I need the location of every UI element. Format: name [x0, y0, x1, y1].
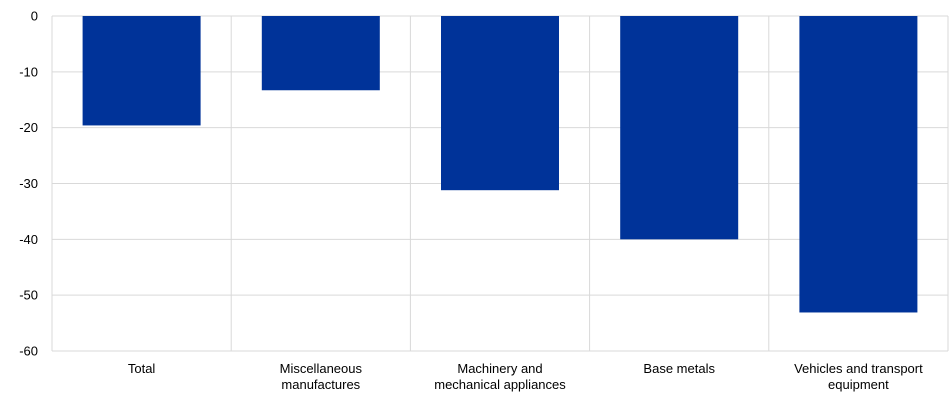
x-tick-label: Vehicles and transport equipment [794, 361, 923, 392]
x-tick-label: Total [128, 361, 156, 376]
bar [799, 16, 918, 313]
y-tick-label: -50 [19, 288, 38, 303]
grid-lines [51, 15, 949, 352]
bars [82, 16, 918, 313]
y-tick-label: 0 [31, 9, 38, 24]
bar [82, 16, 201, 126]
x-tick-label: Miscellaneous manufactures [280, 361, 363, 392]
bar [441, 16, 559, 191]
y-tick-label: -30 [19, 176, 38, 191]
bar [261, 16, 380, 91]
y-axis: 0 -10 -20 -30 -40 -50 -60 [19, 9, 38, 359]
x-axis: Total Miscellaneous manufactures Machinery … [128, 361, 923, 392]
x-tick-label: Machinery and mechanical appliances [434, 361, 566, 392]
y-tick-label: -40 [19, 232, 38, 247]
y-tick-label: -20 [19, 120, 38, 135]
y-tick-label: -60 [19, 344, 38, 359]
y-tick-label: -10 [19, 64, 38, 79]
bar [620, 16, 739, 240]
x-tick-label: Base metals [643, 361, 715, 376]
